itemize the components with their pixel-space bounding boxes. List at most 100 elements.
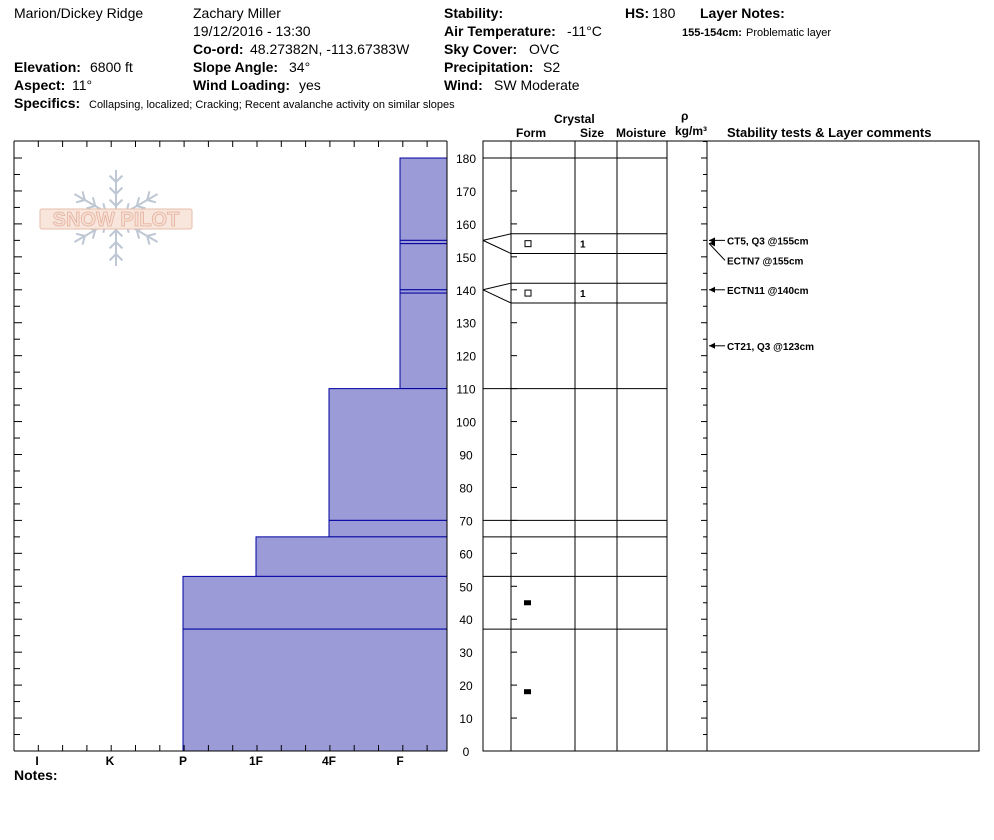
snowflake-branch (146, 232, 157, 237)
crystal-form-mark (524, 240, 532, 248)
location: Marion/Dickey Ridge (14, 5, 144, 21)
crystal-marks: 11 (524, 240, 586, 695)
layer-note-range: 155-154cm: (682, 27, 742, 39)
stability-test-label: CT21, Q3 @123cm (727, 342, 814, 353)
sky-label: Sky Cover: (444, 41, 518, 57)
height-tick-label: 120 (456, 350, 476, 364)
height-tick-label: 180 (456, 152, 476, 166)
snowflake-branch (136, 205, 146, 210)
height-tick-label: 70 (459, 514, 473, 528)
layer-notes-label: Layer Notes: (700, 5, 785, 21)
snowflake-branch (108, 229, 117, 238)
stability-test-arrowhead (709, 286, 715, 293)
elevation-label: Elevation: (14, 59, 81, 75)
snowflake-branch (81, 235, 86, 245)
snowflake-branch (135, 229, 141, 239)
specifics-label: Specifics: (14, 95, 81, 111)
datetime: 19/12/2016 - 13:30 (193, 23, 311, 39)
height-tick-label: 50 (459, 580, 473, 594)
form-header: Form (516, 126, 546, 140)
wind-label: Wind: (444, 77, 483, 93)
hardness-bar (399, 243, 448, 291)
stability-test-label: CT5, Q3 @155cm (727, 236, 809, 247)
specifics-value: Collapsing, localized; Cracking; Recent … (89, 99, 455, 111)
wind-value: SW Moderate (494, 77, 580, 93)
crystal-form-mark (524, 289, 532, 297)
hardness-bar (328, 388, 448, 521)
height-tick-label: 170 (456, 185, 476, 199)
layer-note-text: Problematic layer (746, 27, 831, 39)
logo-text: SNOW PILOT (53, 209, 180, 231)
snowflake-branch (75, 199, 86, 204)
hardness-tick-label: K (106, 754, 115, 768)
height-tick-label: 30 (459, 646, 473, 660)
height-tick-label: 40 (459, 613, 473, 627)
snowflake-branch (91, 197, 97, 207)
crystal-header: Crystal (554, 112, 595, 126)
snowflake-branch (108, 186, 117, 195)
crystal-size-label: 1 (580, 240, 586, 251)
precip-value: S2 (543, 59, 561, 75)
height-tick-label: 80 (459, 481, 473, 495)
density-unit-header: kg/m³ (675, 124, 708, 138)
hardness-bar (182, 628, 448, 752)
hardness-tick-label: I (35, 754, 38, 768)
stability-test-arrowhead (709, 240, 715, 247)
stability-tests: CT5, Q3 @155cm ECTN7 @155cm ECTN11 @140cm C… (708, 236, 814, 353)
height-tick-label: 0 (463, 745, 470, 759)
slope-value: 34° (289, 59, 311, 75)
hardness-bar (328, 519, 448, 538)
height-tick-label: 110 (456, 383, 475, 397)
hardness-bar (399, 157, 448, 241)
precip-label: Precipitation: (444, 59, 534, 75)
hardness-axis: I K P 1F 4F F (35, 754, 403, 768)
snowflake-branch (86, 205, 96, 210)
hardness-bar (182, 575, 448, 630)
snowflake-branch (146, 191, 151, 201)
hardness-layers (182, 157, 448, 752)
notes-label: Notes: (14, 767, 58, 783)
hardness-tick-label: P (179, 754, 187, 768)
logo-banner (39, 208, 193, 230)
snowflake-branch (135, 197, 141, 207)
moisture-header: Moisture (616, 126, 667, 140)
height-tick-label: 10 (459, 712, 473, 726)
height-tick-label: 160 (456, 218, 476, 232)
snowflake-branch (108, 253, 117, 262)
hardness-frame (13, 140, 448, 752)
table-frame (482, 140, 980, 752)
height-tick-label: 100 (456, 416, 476, 430)
snowflake-branch (108, 174, 117, 183)
wind-loading-value: yes (299, 77, 321, 93)
coord-label: Co-ord: (193, 41, 244, 57)
stability-test-arrow (708, 243, 726, 261)
hardness-bar (399, 292, 448, 390)
snowflake-branch (115, 241, 124, 250)
snowflake-branch (81, 191, 86, 201)
hardness-tick-label: F (396, 754, 403, 768)
snowflake-branch (115, 198, 124, 207)
snowflake-branch (108, 241, 117, 250)
hs-label: HS: (625, 5, 650, 21)
rho-header: ρ (681, 109, 689, 123)
layer-connector (482, 233, 512, 241)
snowflake-branch (146, 199, 157, 204)
hardness-bar (255, 536, 448, 577)
layer-connector (482, 282, 512, 291)
wind-loading-label: Wind Loading: (193, 77, 291, 93)
height-axis: 0 10 20 30 40 50 60 70 80 90 100 110 120 130 140 150 160… (456, 152, 476, 759)
height-tick-label: 90 (459, 449, 473, 463)
snowflake-branch (115, 229, 124, 238)
aspect-label: Aspect: (14, 77, 66, 93)
snowflake-branch (146, 235, 151, 245)
snowflake-branch (108, 198, 117, 207)
hardness-tick-label: 1F (249, 754, 263, 768)
snowflake-branch (115, 253, 124, 262)
snowflake-branch (115, 174, 124, 183)
layer-connector (482, 289, 512, 304)
sky-value: OVC (529, 41, 560, 57)
size-header: Size (580, 126, 605, 140)
stability-test-arrowhead (709, 342, 715, 349)
snowflake-branch (75, 232, 86, 237)
